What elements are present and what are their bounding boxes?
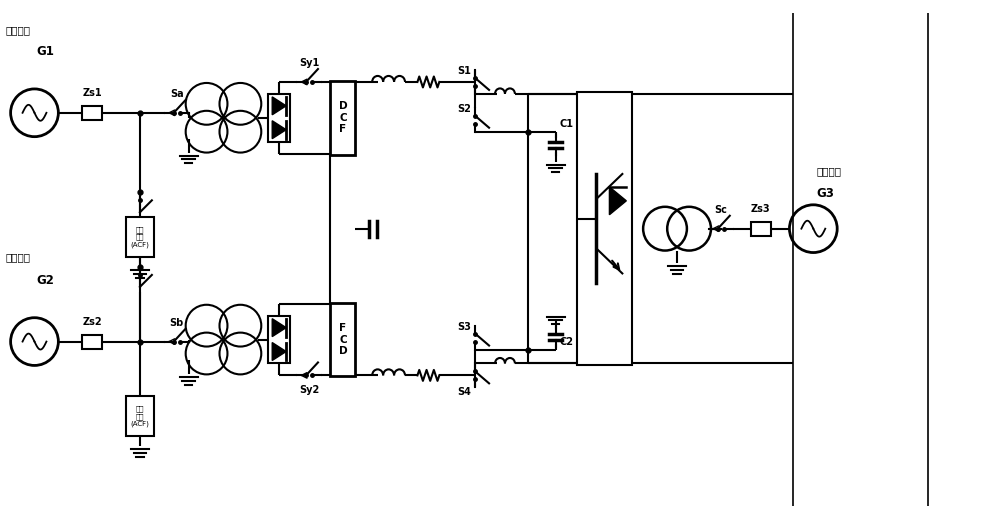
Text: Sb: Sb (170, 318, 184, 328)
Bar (577, 92, 632, 365)
Polygon shape (272, 342, 286, 361)
Text: S4: S4 (457, 387, 471, 397)
Bar (330, 81, 355, 155)
Text: S3: S3 (457, 322, 471, 331)
Bar (126, 217, 154, 257)
Text: D
C
F: D C F (339, 101, 347, 134)
Text: C2: C2 (560, 337, 574, 347)
Text: C1: C1 (560, 118, 574, 129)
Bar (268, 94, 290, 141)
Polygon shape (609, 187, 626, 215)
Text: G1: G1 (36, 45, 54, 58)
Text: Zs1: Zs1 (82, 88, 102, 98)
Text: G2: G2 (36, 274, 54, 287)
Text: 滤波
元件
(ACF): 滤波 元件 (ACF) (130, 226, 149, 248)
Text: F
C
D: F C D (339, 323, 347, 356)
Text: Zs2: Zs2 (82, 317, 102, 327)
Bar (126, 396, 154, 436)
Bar (751, 222, 771, 235)
Text: Sy1: Sy1 (299, 58, 319, 68)
Text: 滤波
元件
(ACF): 滤波 元件 (ACF) (130, 405, 149, 427)
Bar (268, 316, 290, 363)
Text: Zs3: Zs3 (751, 204, 770, 214)
Text: Sa: Sa (170, 89, 184, 99)
Bar (82, 106, 102, 120)
Polygon shape (272, 97, 286, 115)
Text: 交流电网: 交流电网 (6, 252, 31, 262)
Text: 交流电网: 交流电网 (816, 166, 841, 176)
Text: G3: G3 (816, 187, 834, 200)
Bar (82, 335, 102, 349)
Text: 交流电网: 交流电网 (6, 25, 31, 35)
Bar (330, 303, 355, 376)
Text: Sc: Sc (714, 205, 727, 215)
Polygon shape (272, 121, 286, 139)
Polygon shape (272, 319, 286, 337)
Text: S2: S2 (457, 104, 471, 114)
Text: S1: S1 (457, 66, 471, 76)
Text: Sy2: Sy2 (299, 385, 319, 395)
